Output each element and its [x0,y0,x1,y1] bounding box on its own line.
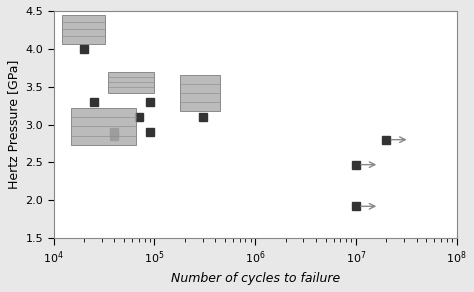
X-axis label: Number of cycles to failure: Number of cycles to failure [171,272,340,285]
Bar [62,15,105,44]
Bar [109,72,155,93]
Bar [72,108,136,145]
Y-axis label: Hertz Pressure [GPa]: Hertz Pressure [GPa] [7,60,20,189]
Bar [180,75,220,111]
